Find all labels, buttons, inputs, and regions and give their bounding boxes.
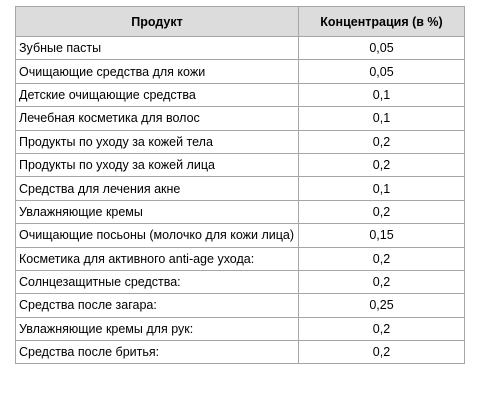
table-header-row: Продукт Концентрация (в %) [15,6,465,37]
product-cell: Солнцезащитные средства: [15,269,299,295]
concentration-cell: 0,05 [298,59,465,84]
product-cell: Продукты по уходу за кожей лица [15,152,299,178]
product-cell: Детские очищающие средства [15,82,299,108]
product-cell: Средства после загара: [15,293,299,318]
product-cell: Средства для лечения акне [15,176,299,201]
concentration-cell: 0,2 [298,129,465,154]
column-header-concentration: Концентрация (в %) [298,6,465,37]
concentration-cell: 0,1 [298,176,465,201]
product-cell: Средства после бритья: [15,340,299,365]
table-row: Продукты по уходу за кожей тела 0,2 [15,129,465,154]
concentration-cell: 0,15 [298,223,465,248]
table-row: Солнцезащитные средства: 0,2 [15,269,465,295]
product-cell: Очищающие посьоны (молочко для кожи лица… [15,223,299,248]
concentration-cell: 0,2 [298,246,465,271]
product-cell: Увлажняющие кремы для рук: [15,316,299,342]
table-row: Продукты по уходу за кожей лица 0,2 [15,152,465,178]
concentration-cell: 0,25 [298,293,465,318]
concentration-cell: 0,2 [298,316,465,342]
table-row: Очищающие посьоны (молочко для кожи лица… [15,223,465,248]
product-cell: Очищающие средства для кожи [15,59,299,84]
table-row: Лечебная косметика для волос 0,1 [15,106,465,131]
product-cell: Зубные пасты [15,35,299,61]
product-cell: Увлажняющие кремы [15,199,299,225]
table-row: Увлажняющие кремы 0,2 [15,199,465,225]
product-cell: Косметика для активного anti-age ухода: [15,246,299,271]
table-row: Очищающие средства для кожи 0,05 [15,59,465,84]
product-cell: Лечебная косметика для волос [15,106,299,131]
concentration-cell: 0,2 [298,340,465,365]
table-row: Детские очищающие средства 0,1 [15,82,465,108]
concentration-cell: 0,2 [298,199,465,225]
column-header-product: Продукт [15,6,299,37]
table-row: Зубные пасты 0,05 [15,35,465,61]
concentration-table: Продукт Концентрация (в %) Зубные пасты … [15,6,465,365]
product-cell: Продукты по уходу за кожей тела [15,129,299,154]
table-row: Косметика для активного anti-age ухода: … [15,246,465,271]
concentration-cell: 0,1 [298,106,465,131]
concentration-cell: 0,1 [298,82,465,108]
table-row: Увлажняющие кремы для рук: 0,2 [15,316,465,342]
table-row: Средства после загара: 0,25 [15,293,465,318]
concentration-cell: 0,05 [298,35,465,61]
table-row: Средства для лечения акне 0,1 [15,176,465,201]
concentration-cell: 0,2 [298,269,465,295]
concentration-cell: 0,2 [298,152,465,178]
table-row: Средства после бритья: 0,2 [15,340,465,365]
